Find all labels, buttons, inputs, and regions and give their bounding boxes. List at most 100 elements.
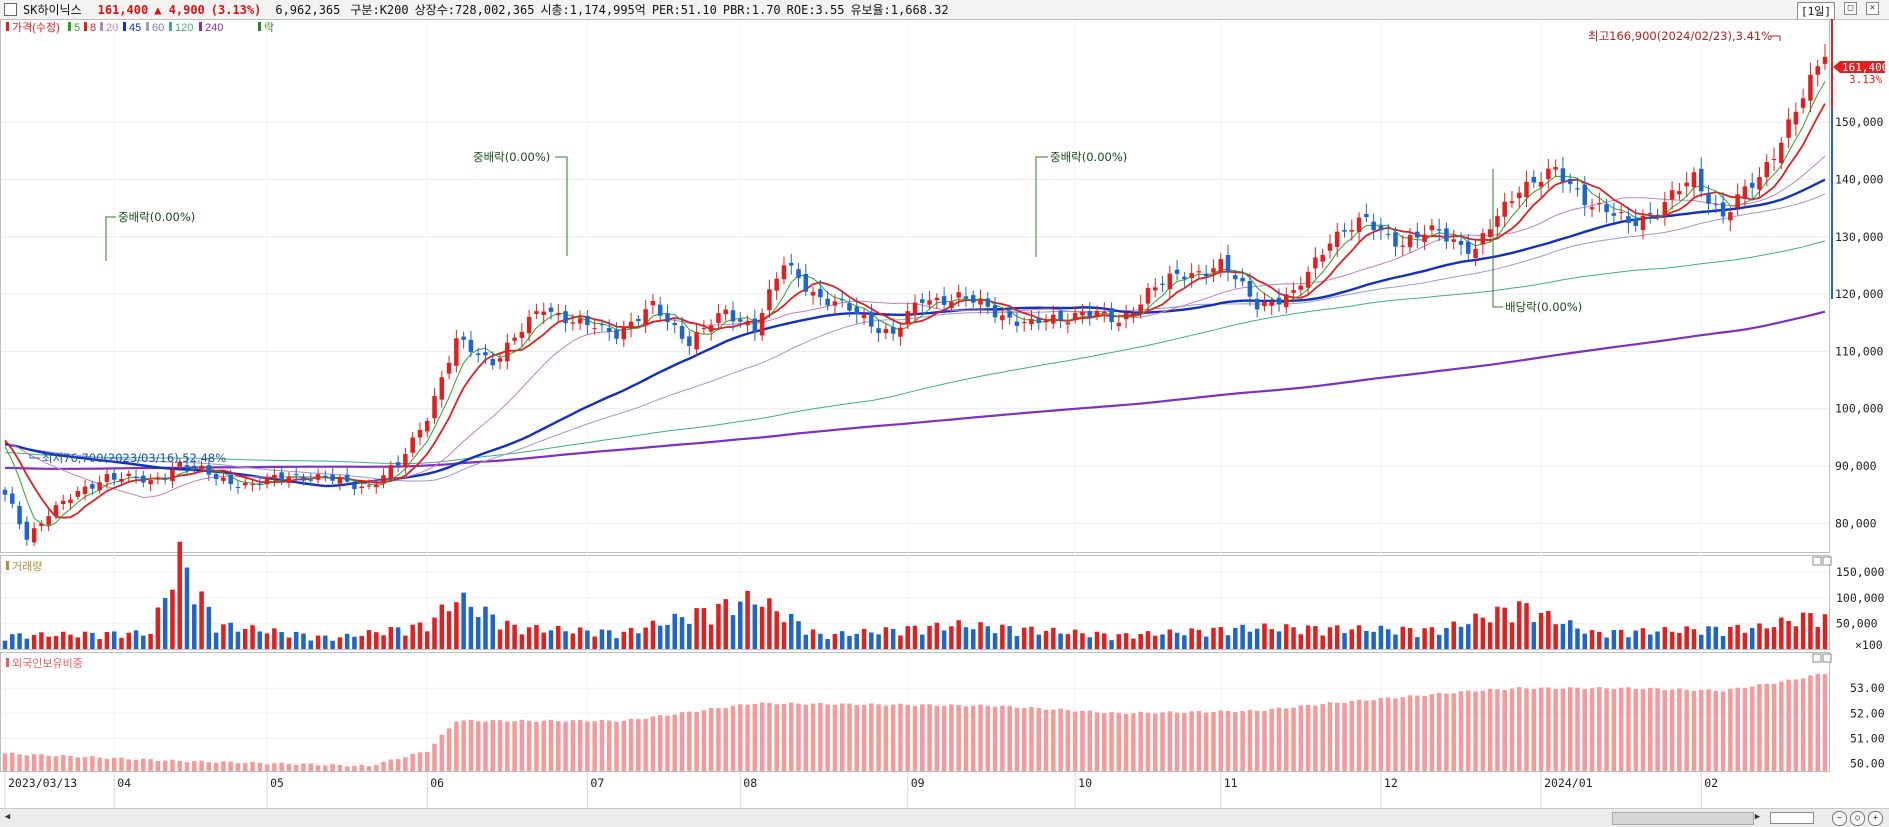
candle-body — [1779, 142, 1784, 163]
foreign-bar — [454, 721, 459, 771]
candle-body — [1174, 269, 1180, 274]
zoom-out-icon[interactable]: − — [1832, 811, 1847, 826]
current-price: 161,400 — [97, 2, 149, 17]
volume-bar — [1662, 627, 1668, 649]
candle-body — [213, 473, 219, 480]
foreign-panel-close-icon[interactable] — [1822, 653, 1832, 663]
volume-bar — [446, 611, 452, 649]
volume-bar — [657, 625, 663, 649]
candle-body — [1429, 225, 1435, 231]
foreign-bar — [475, 721, 481, 771]
foreign-bar — [1669, 689, 1675, 771]
zoom-slider[interactable] — [1770, 812, 1814, 824]
x-tick-label: 02 — [1704, 776, 1718, 790]
foreign-bar — [1480, 690, 1486, 771]
candle-body — [1378, 225, 1384, 231]
foreign-bar — [1516, 687, 1522, 771]
candle-body — [1007, 311, 1012, 318]
volume-bar — [1669, 631, 1675, 649]
volume-bar — [1720, 635, 1726, 649]
stock-select-checkbox[interactable] — [4, 3, 17, 16]
candle-body — [1313, 257, 1318, 269]
stock-name[interactable]: SK하이닉스 — [23, 3, 82, 17]
foreign-bar — [39, 754, 44, 771]
volume-bar — [963, 627, 969, 649]
period-button[interactable]: [1일] — [1797, 2, 1835, 20]
zoom-in-icon[interactable]: + — [1868, 811, 1883, 826]
candle-body — [31, 528, 37, 543]
volume-bar — [24, 638, 30, 649]
foreign-bar — [745, 704, 750, 771]
candle-body — [250, 484, 255, 486]
foreign-bar — [985, 705, 991, 771]
foreign-bar — [526, 720, 532, 771]
volume-bar — [1240, 624, 1245, 649]
candle-body — [657, 304, 663, 316]
scroll-left-icon[interactable]: ◀ — [4, 812, 11, 822]
foreign-bars — [2, 673, 1828, 771]
x-tick-label: 10 — [1078, 776, 1092, 790]
candle-body — [446, 362, 452, 374]
foreign-bar — [417, 752, 423, 771]
candle-body — [1203, 273, 1209, 277]
candle-body — [264, 477, 270, 485]
market-cap: 시총:1,174,995억 — [540, 3, 646, 17]
foreign-bar — [1458, 691, 1464, 771]
foreign-bar — [177, 760, 182, 771]
candle-body — [1524, 181, 1529, 198]
foreign-bar — [890, 704, 896, 771]
volume-bar — [650, 620, 656, 649]
foreign-bar — [497, 720, 503, 771]
foreign-bar — [920, 704, 925, 771]
candle-body — [665, 313, 670, 323]
candle-body — [876, 328, 881, 334]
foreign-bar — [446, 728, 452, 771]
foreign-bar — [1567, 687, 1573, 771]
volume-panel-close-icon[interactable] — [1822, 556, 1832, 566]
volume-bar — [221, 624, 226, 649]
foreign-panel-max-icon[interactable] — [1812, 653, 1822, 663]
foreign-bar — [1203, 712, 1209, 771]
candle-body — [890, 327, 896, 334]
price-tick-label: 140,000 — [1835, 172, 1884, 186]
foreign-bar — [1167, 711, 1173, 771]
horizontal-scrollbar[interactable]: ◀ ▶ − ○ + — [0, 808, 1889, 827]
zoom-reset-icon[interactable]: ○ — [1850, 811, 1865, 826]
candle-body — [818, 288, 823, 298]
foreign-bar — [1371, 700, 1376, 771]
volume-bar — [949, 626, 954, 649]
foreign-bar — [468, 719, 474, 771]
candle-body — [752, 318, 758, 332]
candle-body — [1138, 304, 1143, 313]
foreign-bar — [1713, 690, 1719, 771]
candle-body — [1560, 168, 1566, 182]
volume-bar — [286, 637, 292, 649]
volume-bar — [992, 633, 998, 649]
volume-bar — [1138, 634, 1143, 649]
volume-bar — [1618, 629, 1624, 649]
foreign-bar — [854, 705, 860, 771]
volume-bar — [1291, 627, 1296, 649]
foreign-bar — [1058, 708, 1063, 771]
volume-bar — [956, 620, 961, 649]
volume-bar — [810, 629, 816, 649]
candle-body — [323, 475, 328, 478]
legend-ma20-swatch — [100, 22, 103, 31]
stock-chart[interactable]: 가격(수정) 5 8 20 45 60 120 240 락 거래량 외국인보유비… — [0, 19, 1889, 808]
candle-body — [97, 482, 102, 491]
candle-body — [1713, 204, 1719, 206]
volume-bar — [970, 629, 976, 649]
foreign-bar — [213, 762, 219, 771]
scroll-thumb[interactable] — [1612, 812, 1754, 825]
scroll-right-icon[interactable]: ▶ — [1754, 812, 1761, 822]
foreign-bar — [1604, 688, 1609, 771]
maximize-icon[interactable]: □ — [1844, 2, 1857, 15]
volume-panel-max-icon[interactable] — [1812, 556, 1822, 566]
candle-body — [1043, 320, 1049, 322]
close-icon[interactable]: × — [1866, 2, 1879, 15]
volume-bars — [2, 541, 1828, 649]
volume-bar — [1531, 622, 1537, 649]
foreign-bar — [461, 720, 466, 771]
volume-bar — [832, 633, 838, 649]
pbr-value: PBR:1.70 — [722, 2, 781, 17]
